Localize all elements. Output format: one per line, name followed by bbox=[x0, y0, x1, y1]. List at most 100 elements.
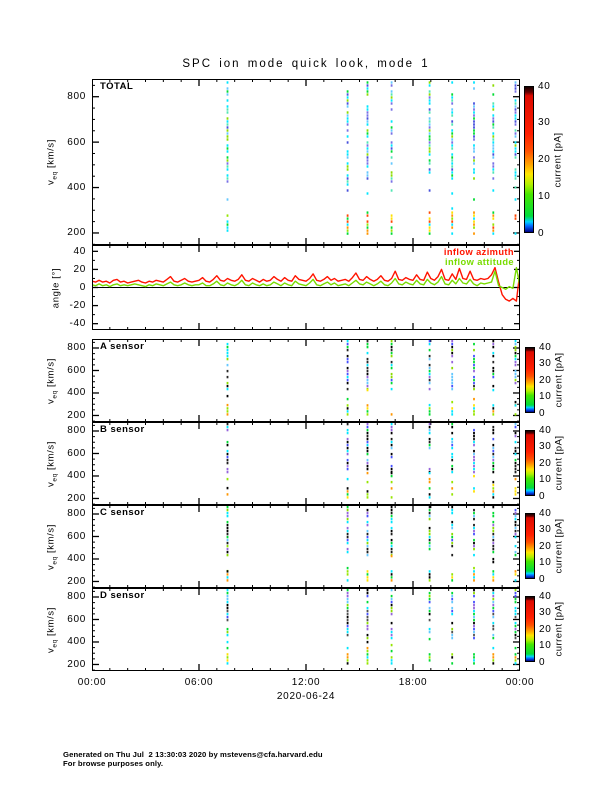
stripe-sensor-c-8 bbox=[514, 508, 517, 582]
ylabel-total: veq [km/s] bbox=[45, 139, 59, 185]
spectrogram-sensor-a bbox=[92, 339, 520, 422]
stripe-sensor-d-5 bbox=[451, 591, 454, 665]
stripe-sensor-c-0 bbox=[226, 505, 229, 582]
ytick-sensor-c-400: 400 bbox=[67, 553, 86, 565]
stripe-sensor-d-2 bbox=[366, 588, 369, 665]
ylabel-angle: angle [°] bbox=[50, 267, 62, 308]
panel-label-sensor-c: C sensor bbox=[100, 507, 145, 518]
stripe-sensor-b-1 bbox=[346, 422, 349, 499]
colorbar-sensor-c-label: current [pA] bbox=[553, 518, 565, 574]
stripe-sensor-a-6 bbox=[473, 342, 475, 416]
ylabel-sensor-d: veq [km/s] bbox=[45, 606, 59, 653]
stripe-sensor-d-0 bbox=[226, 588, 229, 665]
spectrogram-sensor-d bbox=[92, 588, 520, 671]
colorbar-sensor-c bbox=[525, 513, 535, 579]
stripe-sensor-a-2 bbox=[366, 339, 369, 416]
panel-label-sensor-d: D sensor bbox=[100, 590, 145, 601]
stripe-total-0 bbox=[226, 81, 229, 232]
ytick-sensor-d-600: 600 bbox=[67, 613, 86, 625]
stripe-sensor-a-5 bbox=[451, 339, 454, 416]
ytick-sensor-c-600: 600 bbox=[67, 530, 86, 542]
stripe-sensor-c-4 bbox=[428, 505, 431, 582]
colorbar-sensor-b-tick-10: 10 bbox=[539, 474, 552, 485]
xtick-2: 12:00 bbox=[291, 677, 321, 688]
stripe-sensor-d-1 bbox=[346, 588, 349, 665]
colorbar-sensor-d-tick-20: 20 bbox=[539, 623, 552, 635]
ytick-sensor-d-200: 200 bbox=[67, 658, 86, 670]
colorbar-sensor-a-tick-30: 30 bbox=[539, 358, 552, 369]
colorbar-total-label: current [pA] bbox=[552, 131, 564, 188]
ytick-sensor-c-200: 200 bbox=[67, 575, 86, 587]
colorbar-sensor-c-tick-40: 40 bbox=[539, 507, 552, 519]
ytick-sensor-b-600: 600 bbox=[67, 447, 86, 459]
ytick-total-600: 600 bbox=[67, 136, 86, 148]
stripe-sensor-d-4 bbox=[428, 591, 431, 662]
stripe-total-8 bbox=[514, 81, 517, 235]
ytick-sensor-d-800: 800 bbox=[67, 591, 86, 603]
stripe-sensor-c-3 bbox=[390, 505, 393, 582]
ytick-total-200: 200 bbox=[67, 227, 86, 239]
stripe-sensor-d-3 bbox=[390, 588, 393, 665]
ylabel-sensor-b: veq [km/s] bbox=[45, 440, 59, 487]
colorbar-sensor-d-tick-10: 10 bbox=[539, 640, 552, 651]
ytick-angle-40: 40 bbox=[73, 245, 86, 257]
panel-label-total: TOTAL bbox=[100, 81, 134, 92]
stripe-sensor-a-1 bbox=[346, 339, 349, 416]
stripe-sensor-b-3 bbox=[390, 422, 393, 499]
stripe-sensor-b-0 bbox=[226, 422, 229, 496]
colorbar-sensor-c-tick-30: 30 bbox=[539, 524, 552, 535]
ytick-sensor-a-200: 200 bbox=[67, 409, 86, 421]
ytick-sensor-b-800: 800 bbox=[67, 425, 86, 437]
angle-series-0 bbox=[92, 266, 520, 302]
stripe-sensor-a-4 bbox=[428, 339, 431, 416]
ylabel-sensor-a: veq [km/s] bbox=[45, 357, 59, 404]
colorbar-sensor-b bbox=[525, 430, 535, 496]
spectrogram-sensor-c bbox=[92, 505, 520, 588]
xtick-1: 06:00 bbox=[184, 677, 214, 688]
stripe-sensor-c-5 bbox=[451, 505, 454, 582]
spectrogram-sensor-b bbox=[92, 422, 520, 505]
stripe-sensor-a-7 bbox=[492, 339, 495, 416]
colorbar-sensor-d bbox=[525, 596, 535, 662]
legend-inflow-azimuth: inflow azimuth bbox=[443, 247, 514, 257]
stripe-total-5 bbox=[451, 81, 454, 235]
colorbar-sensor-b-tick-0: 0 bbox=[539, 490, 546, 502]
colorbar-sensor-a-label: current [pA] bbox=[553, 352, 565, 408]
ytick-sensor-b-400: 400 bbox=[67, 470, 86, 482]
colorbar-sensor-a-tick-20: 20 bbox=[539, 374, 552, 386]
colorbar-sensor-b-tick-40: 40 bbox=[539, 424, 552, 436]
stripe-sensor-b-8 bbox=[514, 422, 517, 496]
spectrogram-total bbox=[92, 79, 520, 245]
colorbar-total-tick-30: 30 bbox=[538, 117, 551, 129]
stripe-sensor-c-7 bbox=[492, 505, 495, 582]
colorbar-sensor-a-tick-0: 0 bbox=[539, 407, 546, 419]
colorbar-sensor-d-tick-40: 40 bbox=[539, 590, 552, 602]
ylabel-sensor-c: veq [km/s] bbox=[45, 523, 59, 570]
ytick-angle-20: 20 bbox=[73, 263, 86, 275]
panel-label-sensor-a: A sensor bbox=[100, 341, 145, 352]
panel-label-sensor-b: B sensor bbox=[100, 424, 145, 435]
stripe-sensor-d-8 bbox=[514, 588, 517, 665]
stripe-sensor-a-3 bbox=[390, 339, 393, 416]
stripe-sensor-a-0 bbox=[226, 342, 229, 416]
colorbar-sensor-d-tick-0: 0 bbox=[539, 656, 546, 668]
ytick-total-400: 400 bbox=[67, 182, 86, 194]
colorbar-sensor-c-tick-0: 0 bbox=[539, 573, 546, 585]
stripe-sensor-d-6 bbox=[473, 588, 475, 665]
footer-generated-line: Generated on Thu Jul 2 13:30:03 2020 by … bbox=[63, 750, 323, 759]
angle-series-1 bbox=[92, 266, 520, 290]
colorbar-sensor-a bbox=[525, 347, 535, 413]
stripe-sensor-d-7 bbox=[492, 588, 495, 665]
ytick-sensor-b-200: 200 bbox=[67, 492, 86, 504]
stripe-total-2 bbox=[366, 81, 369, 235]
stripe-sensor-b-7 bbox=[492, 425, 495, 499]
xtick-0: 00:00 bbox=[77, 677, 107, 688]
xtick-4: 00:00 bbox=[505, 677, 535, 688]
colorbar-sensor-b-tick-30: 30 bbox=[539, 441, 552, 452]
colorbar-total-tick-0: 0 bbox=[538, 227, 545, 239]
stripe-sensor-c-2 bbox=[366, 508, 369, 582]
stripe-sensor-c-1 bbox=[346, 505, 349, 582]
stripe-sensor-a-8 bbox=[514, 339, 517, 416]
stripe-sensor-c-6 bbox=[473, 508, 475, 582]
